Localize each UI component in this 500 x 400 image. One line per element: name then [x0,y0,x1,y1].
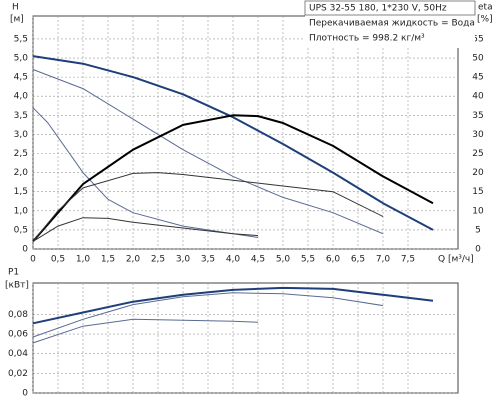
y2-tick-label: 5 [475,225,481,235]
y2-tick-label: 10 [472,206,484,216]
x-tick-label: 1,5 [101,255,115,265]
curve [32,55,434,231]
x-tick-label: 2,5 [151,255,165,265]
x-tick-label: 7,5 [401,255,415,265]
x-tick-label: 5,0 [276,255,291,265]
y-tick-label: 5,5 [14,34,28,44]
x-axis-label: Q [м³/ч] [438,255,474,265]
info-text: Плотность = 998.2 кг/м³ [309,34,425,44]
y-tick-label: 4,0 [14,92,29,102]
y-tick-label: 1,0 [14,206,29,216]
curve [32,217,259,242]
y-axis-unit: [м] [10,15,24,25]
x-tick-label: 1,0 [76,255,91,265]
y-tick-label: 2,5 [14,149,28,159]
y2-tick-label: 40 [472,92,484,102]
x-tick-label: 6,0 [326,255,341,265]
y-tick-label: 0,06 [8,330,28,340]
x-tick-label: 5,5 [301,255,315,265]
info-box: UPS 32-55 180, 1*230 V, 50Hz Перекачиваем… [304,0,476,48]
y2-tick-label: 50 [472,54,484,64]
x-tick-label: 0 [30,255,36,265]
plot-frame [32,15,459,250]
y2-tick-label: 15 [472,187,483,197]
info-text: Перекачиваемая жидкость = Вода [309,19,475,29]
y2-tick-label: 35 [472,111,483,121]
y-tick-label: 0,02 [8,369,28,379]
y-axis-unit: [кВт] [5,281,29,291]
y2-tick-label: 0 [475,245,481,255]
curve [32,114,434,243]
y-tick-label: 0,5 [14,225,28,235]
y-tick-label: 0,04 [8,349,28,359]
info-box-border [304,0,476,16]
y2-tick-label: 20 [472,168,484,178]
y-tick-label: 3,5 [14,111,28,121]
y-tick-label: 4,5 [14,73,28,83]
x-tick-label: 4,5 [251,255,265,265]
y2-axis-label: eta [478,3,493,13]
y-tick-label: 3,0 [14,130,29,140]
y2-tick-label: 25 [472,149,483,159]
x-tick-label: 3,0 [176,255,191,265]
x-tick-label: 4,0 [226,255,241,265]
curve [32,286,434,325]
y2-tick-label: 55 [472,34,483,44]
y-tick-label: 1,5 [14,187,28,197]
grid-layer [32,16,458,394]
y-axis-label: P1 [8,268,19,278]
curve [32,69,384,235]
y-tick-label: 5,0 [14,54,29,64]
x-tick-label: 0,5 [51,255,65,265]
y2-tick-label: 30 [472,130,484,140]
curve [32,172,384,242]
x-tick-label: 7,0 [376,255,391,265]
y-axis-label: H [12,3,19,13]
curve [32,318,259,344]
y-tick-label: 0 [22,245,28,255]
x-tick-label: 6,5 [351,255,365,265]
x-tick-label: 3,5 [201,255,215,265]
y-tick-label: 0,08 [8,310,28,320]
x-tick-label: 2,0 [126,255,141,265]
y-tick-label: 2,0 [14,168,29,178]
curve-layer [32,55,434,344]
y2-axis-unit: [%] [477,15,493,25]
plot-frame [32,282,459,394]
y-tick-label: 0 [22,389,28,399]
y2-tick-label: 45 [472,73,483,83]
curve [32,292,384,338]
info-box-bg [305,0,475,48]
info-text: UPS 32-55 180, 1*230 V, 50Hz [309,4,447,14]
